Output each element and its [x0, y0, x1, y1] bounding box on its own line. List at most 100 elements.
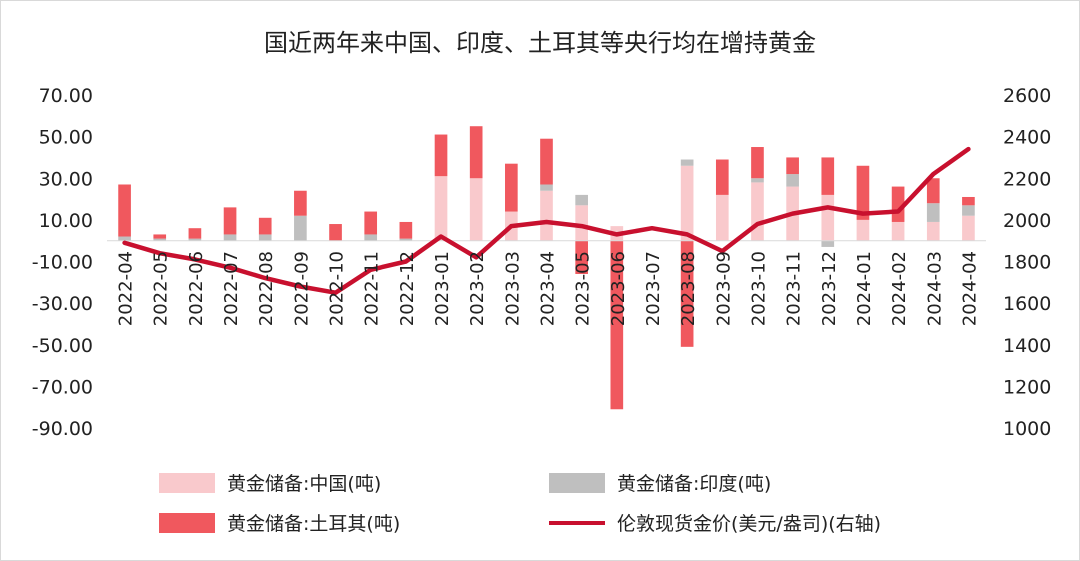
- legend-label-gold-price: 伦敦现货金价(美元/盎司)(右轴): [617, 513, 882, 535]
- y-tick-left: -70.00: [32, 376, 93, 398]
- bar-india: [680, 159, 694, 166]
- bar-india: [364, 234, 378, 241]
- bar-china: [962, 215, 975, 241]
- bar-turkey: [926, 178, 940, 204]
- y-tick-right: 1800: [1003, 252, 1051, 274]
- bar-turkey: [258, 217, 272, 235]
- y-tick-right: 1600: [1003, 293, 1051, 315]
- x-tick-label: 2023-09: [713, 251, 734, 326]
- legend-label-china: 黄金储备:中国(吨): [227, 473, 382, 495]
- legend-item-turkey: 黄金储备:土耳其(吨): [159, 509, 400, 536]
- legend-label-india: 黄金储备:印度(吨): [617, 473, 772, 495]
- x-tick-label: 2023-12: [819, 251, 840, 326]
- legend-swatch-turkey: [159, 512, 215, 533]
- x-tick-label: 2022-11: [362, 251, 383, 326]
- x-tick-label: 2023-03: [502, 251, 523, 326]
- legend-item-gold-price: 伦敦现货金价(美元/盎司)(右轴): [549, 509, 881, 536]
- x-tick-label: 2022-06: [186, 251, 207, 326]
- bar-turkey: [715, 159, 729, 195]
- bar-china: [926, 221, 940, 241]
- bar-india: [751, 178, 764, 183]
- bar-india: [118, 236, 131, 241]
- bar-india: [962, 205, 975, 216]
- y-tick-right: 1000: [1003, 418, 1051, 440]
- y-tick-right: 1200: [1003, 376, 1051, 398]
- x-tick-label: 2022-07: [221, 251, 242, 326]
- bar-china: [469, 178, 483, 241]
- bar-turkey: [962, 196, 975, 206]
- x-tick-label: 2023-10: [748, 251, 769, 326]
- bar-china: [856, 219, 870, 241]
- legend-swatch-china: [159, 472, 215, 493]
- x-tick-label: 2022-09: [291, 251, 312, 326]
- bar-india: [399, 238, 413, 241]
- x-tick-label: 2023-08: [678, 251, 699, 326]
- bar-india: [575, 194, 588, 206]
- gold-price-line: [122, 146, 971, 295]
- bar-turkey: [575, 240, 588, 274]
- bar-turkey: [610, 240, 624, 410]
- x-tick-label: 2023-04: [538, 251, 559, 326]
- x-tick-label: 2022-12: [397, 251, 418, 326]
- legend-swatch-india: [549, 472, 605, 493]
- x-tick-label: 2022-04: [116, 251, 137, 326]
- x-tick-label: 2023-11: [784, 251, 805, 326]
- legend-item-india: 黄金储备:印度(吨): [549, 469, 771, 496]
- y-tick-left: 50.00: [39, 127, 93, 149]
- x-tick-label: 2024-03: [924, 251, 945, 326]
- y-tick-right: 2400: [1003, 127, 1051, 149]
- bar-turkey: [188, 228, 202, 239]
- bar-india: [294, 215, 307, 241]
- x-tick-label: 2022-10: [327, 251, 348, 326]
- bar-india: [926, 203, 940, 222]
- bar-turkey: [364, 211, 378, 235]
- y-tick-left: -10.00: [32, 252, 93, 274]
- chart-svg: 70.00 50.00 30.00 10.00 -10.00 -30.00 -50.00 -7…: [32, 85, 1052, 440]
- y-tick-left: -30.00: [32, 293, 93, 315]
- bar-turkey: [153, 234, 167, 239]
- bar-india: [223, 234, 237, 241]
- bar-turkey: [399, 221, 413, 239]
- y-tick-left: 10.00: [39, 210, 93, 232]
- bar-china: [751, 182, 764, 241]
- x-tick-label: 2023-02: [467, 251, 488, 326]
- y-tick-left: -90.00: [32, 418, 93, 440]
- bar-turkey: [505, 163, 518, 212]
- bar-china: [575, 205, 588, 241]
- y-tick-right: 2200: [1003, 168, 1051, 190]
- bar-india: [153, 238, 167, 241]
- x-tick-label: 2024-02: [889, 251, 910, 326]
- y-tick-right: 2000: [1003, 210, 1051, 232]
- legend-item-china: 黄金储备:中国(吨): [159, 469, 381, 496]
- bar-turkey: [680, 240, 694, 347]
- x-tick-label: 2022-05: [151, 251, 172, 326]
- bar-china: [821, 194, 835, 241]
- x-tick-label: 2024-01: [854, 251, 875, 326]
- x-tick-label: 2023-05: [573, 251, 594, 326]
- bar-india: [188, 238, 202, 241]
- bar-india: [821, 240, 835, 247]
- x-tick-label: 2023-06: [608, 251, 629, 326]
- legend-line-gold-price: [549, 520, 605, 525]
- y-tick-left: 30.00: [39, 168, 93, 190]
- bar-turkey: [223, 207, 237, 235]
- bar-turkey: [856, 165, 870, 220]
- bar-turkey: [469, 126, 483, 179]
- bar-china: [540, 190, 553, 241]
- bar-china: [715, 194, 729, 241]
- y-tick-right: 2600: [1003, 85, 1051, 107]
- bar-turkey: [118, 184, 131, 237]
- x-tick-label: 2024-04: [959, 251, 980, 326]
- y-tick-left: 70.00: [39, 85, 93, 107]
- bar-india: [258, 234, 272, 241]
- bar-china: [680, 165, 694, 241]
- bar-china: [434, 176, 448, 241]
- bar-india: [540, 184, 553, 191]
- x-tick-label: 2023-07: [643, 251, 664, 326]
- legend-label-turkey: 黄金储备:土耳其(吨): [227, 513, 401, 535]
- bar-turkey: [821, 157, 835, 195]
- bar-turkey: [786, 157, 799, 175]
- chart-title: 国近两年来中国、印度、土耳其等央行均在增持黄金: [264, 29, 816, 57]
- x-tick-label: 2022-08: [256, 251, 277, 326]
